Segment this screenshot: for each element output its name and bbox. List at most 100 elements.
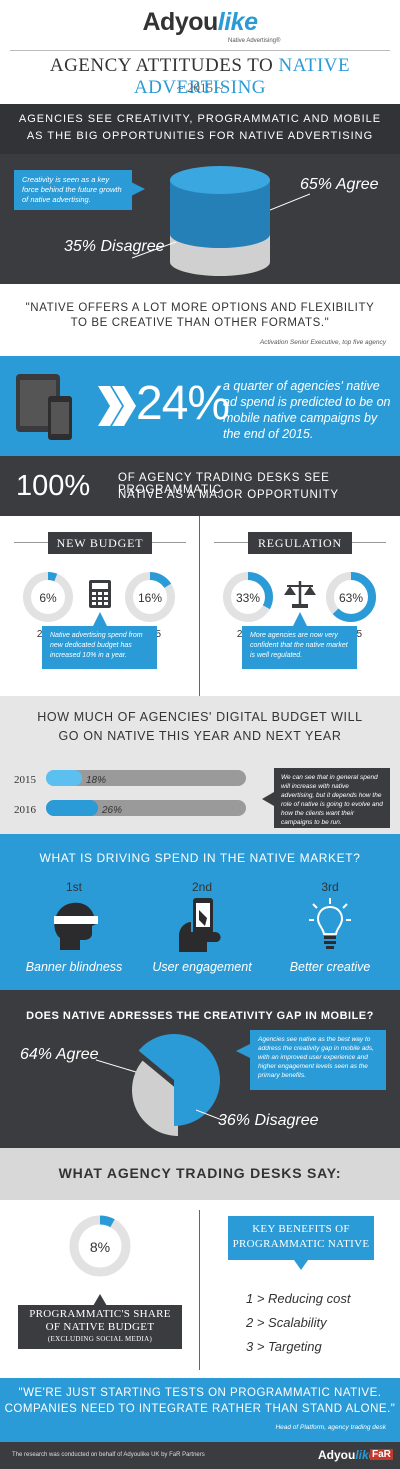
gap-callout: Agencies see native as the best way to a… xyxy=(250,1030,386,1090)
programmatic-text-line1: OF AGENCY TRADING DESKS SEE PROGRAMMATIC xyxy=(118,472,330,496)
callout-pointer xyxy=(131,182,145,196)
page-title: AGENCY ATTITUDES TO NATIVE ADVERTISING xyxy=(0,55,400,99)
share-line2: OF NATIVE BUDGET xyxy=(45,1321,155,1333)
section-creativity-gap: DOES NATIVE ADRESSES THE CREATIVITY GAP … xyxy=(0,990,400,1148)
footer-note: The research was conducted on behalf of … xyxy=(12,1452,205,1458)
agree-leader-line xyxy=(270,193,310,211)
section-driving-spend: WHAT IS DRIVING SPEND IN THE NATIVE MARK… xyxy=(0,834,400,990)
regulation-donut-2014 xyxy=(223,572,273,622)
quote-programmatic-line1: "WE'RE JUST STARTING TESTS ON PROGRAMMAT… xyxy=(18,1387,382,1399)
mobile-description: a quarter of agencies' native ad spend i… xyxy=(223,379,391,441)
programmatic-text-line2: NATIVE AS A MAJOR OPPORTUNITY xyxy=(118,489,339,501)
quote-creative-source: Activation Senior Executive, top five ag… xyxy=(259,339,386,346)
benefits-pointer xyxy=(294,1260,308,1270)
mobile-percentage: 24% xyxy=(136,377,230,430)
bar-value-2015: 18% xyxy=(86,775,106,786)
header-divider xyxy=(10,50,390,51)
budget-regulation-divider xyxy=(199,516,200,696)
gap-agree-label: 64% Agree xyxy=(20,1046,99,1063)
quote-programmatic-source: Head of Platform, agency trading desk xyxy=(275,1424,386,1431)
creativity-callout: Creativity is seen as a key force behind… xyxy=(14,170,132,210)
bar-fill-2016 xyxy=(46,800,98,816)
agree-cylinder-chart xyxy=(170,166,270,276)
budget-note-pointer xyxy=(93,612,107,626)
programmatic-share-value: 8% xyxy=(89,1239,111,1255)
bar-label-2015: 2015 xyxy=(14,774,37,786)
budget-donut-2014 xyxy=(23,572,73,622)
driving-label-3: Better creative xyxy=(289,960,371,974)
gap-disagree-leader-line xyxy=(196,1109,222,1121)
footer-logo-part-a: Adyou xyxy=(318,1448,356,1462)
digital-title-line2: GO ON NATIVE THIS YEAR AND NEXT YEAR xyxy=(58,729,342,743)
regulation-note-pointer xyxy=(293,612,307,626)
bar-fill-2015 xyxy=(46,770,82,786)
bar-label-2016: 2016 xyxy=(14,804,37,816)
driving-rank-3: 3rd xyxy=(321,880,339,894)
regulation-note: More agencies are now very confident tha… xyxy=(242,626,357,669)
regulation-value-2015: 63% xyxy=(338,591,364,605)
footer: The research was conducted on behalf of … xyxy=(0,1442,400,1469)
logo: Adyoulike xyxy=(0,8,400,37)
disagree-label: 35% Disagree xyxy=(64,238,165,255)
benefits-box xyxy=(228,1216,374,1260)
section-creativity-heading-line1: AGENCIES SEE CREATIVITY, PROGRAMMATIC AN… xyxy=(18,113,382,125)
driving-rank-1: 1st xyxy=(65,880,82,894)
gap-pie-chart xyxy=(132,1034,221,1136)
page-title-part-b: NATIVE ADVERTISING xyxy=(133,55,351,98)
logo-tagline: Native Advertising® xyxy=(228,38,281,44)
share-line1: PROGRAMMATIC'S SHARE xyxy=(29,1308,171,1320)
programmatic-percentage: 100% xyxy=(16,470,91,502)
gap-callout-pointer xyxy=(236,1044,250,1058)
header: Adyoulike Native Advertising® AGENCY ATT… xyxy=(0,0,400,104)
calculator-icon xyxy=(89,580,111,608)
budget-note: Native advertising spend from new dedica… xyxy=(42,626,157,669)
quote-programmatic-line2: COMPANIES NEED TO INTEGRATE RATHER THAN … xyxy=(4,1403,396,1415)
regulation-donut-2015 xyxy=(326,572,376,622)
budget-value-2015: 16% xyxy=(137,591,163,605)
tablet-phone-icon xyxy=(16,374,72,440)
chevrons-icon xyxy=(98,386,136,426)
digital-title-line1: HOW MUCH OF AGENCIES' DIGITAL BUDGET WIL… xyxy=(37,710,363,724)
benefit-3: 3 > Targeting xyxy=(246,1339,322,1354)
scales-icon xyxy=(284,581,316,608)
cylinder-blue-top xyxy=(170,166,270,194)
footer-logo: Adyoulike xyxy=(318,1448,375,1462)
section-digital-budget: HOW MUCH OF AGENCIES' DIGITAL BUDGET WIL… xyxy=(0,696,400,834)
budget-donut-2015 xyxy=(125,572,175,622)
cylinder-blue-body xyxy=(170,180,270,248)
bar-value-2016: 26% xyxy=(101,805,122,816)
section-mobile: 24% a quarter of agencies' native ad spe… xyxy=(0,356,400,456)
driving-label-2: User engagement xyxy=(152,960,252,974)
logo-part-a: Adyou xyxy=(142,8,219,36)
section-budget-regulation: NEW BUDGET 6% 2014 16% 2015 Native adver… xyxy=(0,516,400,696)
driving-rank-2: 2nd xyxy=(191,880,213,894)
section-trading-desks: WHAT AGENCY TRADING DESKS SAY: 8% PROGRA… xyxy=(0,1148,400,1378)
desks-title: WHAT AGENCY TRADING DESKS SAY: xyxy=(58,1165,342,1181)
regulation-value-2014: 33% xyxy=(235,591,261,605)
driving-title: WHAT IS DRIVING SPEND IN THE NATIVE MARK… xyxy=(39,851,361,865)
share-pointer xyxy=(93,1294,107,1306)
section-creativity: AGENCIES SEE CREATIVITY, PROGRAMMATIC AN… xyxy=(0,104,400,284)
gap-pie-disagree xyxy=(132,1060,178,1136)
desks-divider xyxy=(199,1210,200,1370)
gap-pie-agree xyxy=(138,1034,221,1126)
page-title-part-a: AGENCY ATTITUDES TO xyxy=(49,55,279,76)
share-box xyxy=(18,1305,182,1349)
benefits-line2: PROGRAMMATIC NATIVE xyxy=(232,1238,370,1250)
logo-part-b: like xyxy=(217,8,258,36)
section-programmatic: 100% OF AGENCY TRADING DESKS SEE PROGRAM… xyxy=(0,456,400,516)
quote-creative-line1: "NATIVE OFFERS A LOT MORE OPTIONS AND FL… xyxy=(25,302,375,314)
benefit-2: 2 > Scalability xyxy=(246,1315,327,1330)
budget-title: NEW BUDGET xyxy=(48,532,152,554)
quote-creative: "NATIVE OFFERS A LOT MORE OPTIONS AND FL… xyxy=(0,284,400,356)
disagree-leader-line xyxy=(132,241,176,259)
quote-creative-line2: TO BE CREATIVE THAN OTHER FORMATS." xyxy=(70,317,330,329)
benefit-1: 1 > Reducing cost xyxy=(246,1291,351,1306)
section-creativity-heading xyxy=(0,104,400,154)
benefits-line1: KEY BENEFITS OF xyxy=(252,1223,350,1235)
page-year: ~ 2015 ~ xyxy=(176,80,224,95)
budget-value-2014: 6% xyxy=(39,591,57,605)
agree-label: 65% Agree xyxy=(300,176,379,193)
share-line3: (EXCLUDING SOCIAL MEDIA) xyxy=(47,1335,153,1343)
gap-title: DOES NATIVE ADRESSES THE CREATIVITY GAP … xyxy=(26,1010,374,1022)
